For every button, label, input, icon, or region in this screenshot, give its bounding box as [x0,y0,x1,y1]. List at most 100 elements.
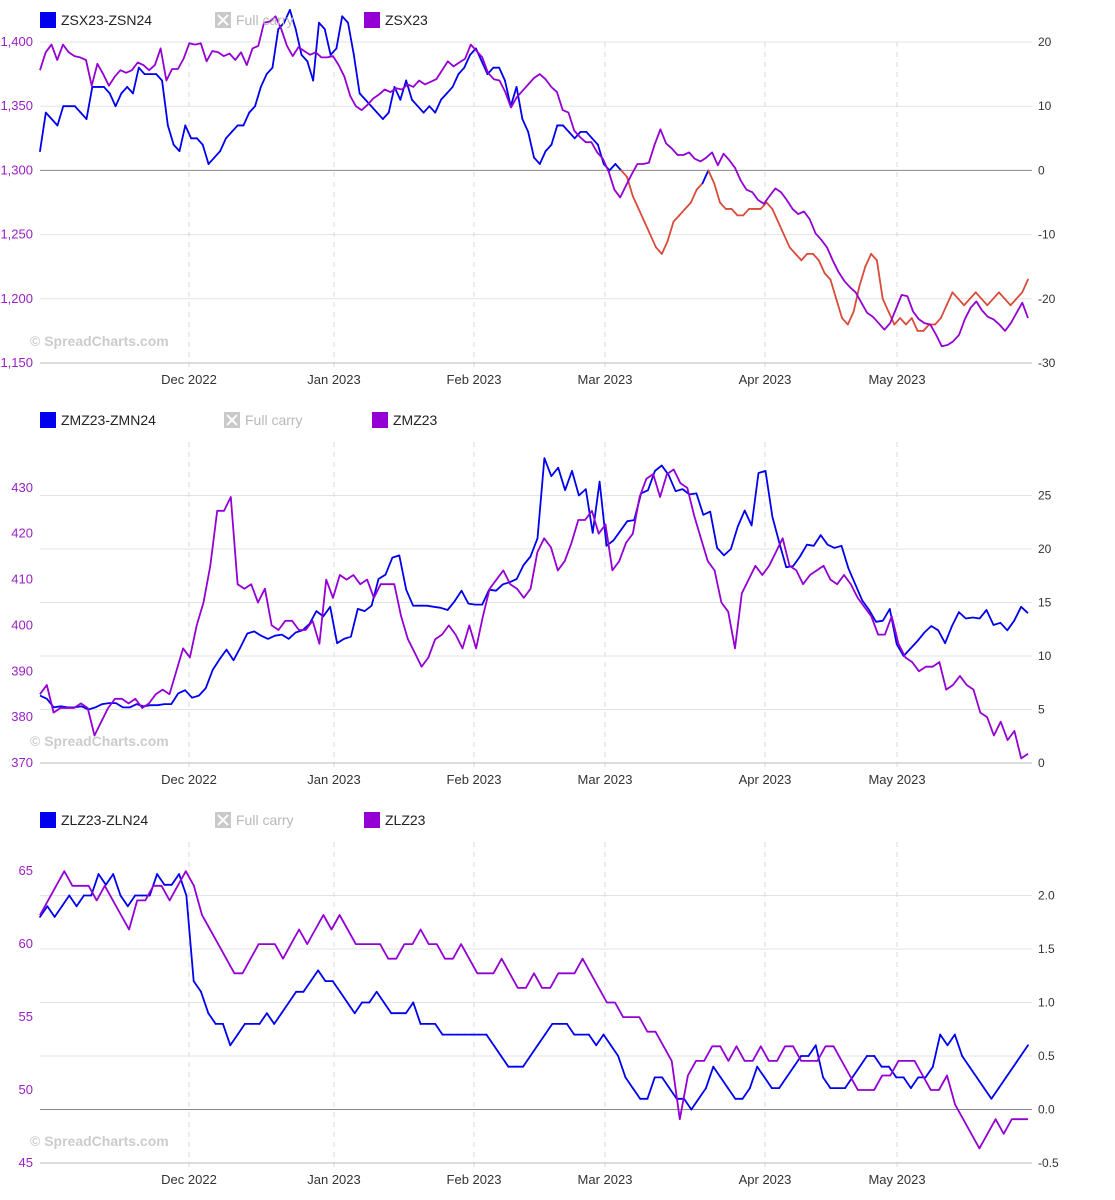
series-segment-ZLZ23-ZLN24 [924,1065,934,1079]
series-segment-ZSX23-ZSN24 [980,297,989,307]
series-segment-ZSX23-ZSN24 [1015,291,1024,300]
x-axis-tick: May 2023 [868,372,925,387]
series-segment-ZLZ23-ZLN24 [609,1044,620,1057]
legend-item-spread[interactable]: ZMZ23-ZMN24 [40,410,156,430]
series-segment-ZSX23-ZSN24 [608,163,617,172]
soybean-chart: -30 -20 -10 0 10 20 Dec 2022 Jan 2023 Feb 2023 Ma… [0,8,1056,387]
x-axis-tick: Jan 2023 [307,372,361,387]
series-segment-ZSX23-ZSN24 [1009,297,1018,307]
series-segment-ZLZ23-ZLN24 [75,894,85,908]
series-segment-ZSX23-ZSN24 [120,86,129,95]
series-segment-ZSX23-ZSN24 [533,156,541,165]
series-segment-ZLZ23-ZLN24 [756,1065,766,1079]
soybean-panel: -30 -20 -10 0 10 20 Dec 2022 Jan 2023 Feb 2023 Ma… [0,0,1115,400]
series-segment-ZLZ23-ZLN24 [851,1065,861,1079]
series-segment-ZSX23-ZSN24 [79,111,88,120]
series-segment-ZSX23-ZSN24 [201,143,210,165]
series-segment-ZSX23-ZSN24 [358,92,367,101]
left-axis-tick: 55 [19,1009,33,1024]
series-segment-ZLZ23-ZLN24 [529,1044,539,1057]
series-segment-ZSX23-ZSN24 [567,130,576,140]
series-segment-ZLZ23-ZLN24 [631,1087,642,1100]
right-axis-tick: 0.0 [1038,1103,1055,1117]
left-axis-tick: 390 [11,663,33,678]
right-axis-tick: -10 [1038,228,1056,242]
series-segment-ZSX23-ZSN24 [416,105,425,114]
legend-item-spread[interactable]: ZLZ23-ZLN24 [40,810,148,830]
series-segment-ZLZ23-ZLN24 [931,1033,942,1068]
x-axis-tick: Dec 2022 [161,1172,217,1187]
series-segment-ZLZ23-ZLN24 [748,1065,759,1090]
series-segment-ZSX23-ZSN24 [318,21,326,31]
series-segment-ZLZ23-ZLN24 [61,894,71,908]
series-segment-ZLZ23-ZLN24 [939,1033,949,1047]
series-segment-ZSX23-ZSN24 [335,15,344,50]
series-segment-ZSX23-ZSN24 [242,111,251,127]
series-segment-ZSX23-ZSN24 [881,297,890,313]
series-segment-ZSX23-ZSN24 [783,233,791,249]
series-segment-ZLZ23-ZLN24 [500,1055,510,1068]
series-segment-ZLZ23-ZLN24 [975,1076,985,1090]
series-segment-ZLZ23-ZLN24 [1005,1065,1015,1079]
series-segment-ZSX23-ZSN24 [230,124,239,133]
watermark: © SpreadCharts.com [30,733,169,749]
legend-item-spread[interactable]: ZSX23-ZSN24 [40,10,152,30]
legend-item-contract[interactable]: ZSX23 [364,10,428,30]
series-segment-ZSX23-ZSN24 [992,291,1000,300]
series-segment-ZLZ23-ZLN24 [405,1001,415,1015]
series-segment-ZSX23-ZSN24 [39,111,47,153]
legend-item-contract[interactable]: ZMZ23 [372,410,437,430]
right-axis-tick: -30 [1038,356,1056,370]
series-segment-ZSX23-ZSN24 [922,323,931,332]
series-segment-ZSX23-ZSN24 [591,137,599,146]
legend-swatch-spread [40,12,56,28]
x-axis-tick: May 2023 [868,772,925,787]
legend-label-full-carry: Full carry [236,812,294,828]
series-segment-ZLZ23-ZLN24 [412,1001,422,1025]
series-segment-ZSX23-ZSN24 [800,252,809,262]
legend-item-contract[interactable]: ZLZ23 [364,810,425,830]
left-axis-tick: 50 [19,1082,33,1097]
soymeal-panel: 0 5 10 15 20 25 Dec 2022 Jan 2023 Feb 2023 Mar 20… [0,400,1115,800]
series-segment-ZSX23-ZSN24 [248,105,256,114]
legend-item-full-carry[interactable]: Full carry [215,810,294,830]
series-segment-ZLZ23-ZLN24 [690,1097,700,1111]
series-segment-ZSX23-ZSN24 [678,208,687,217]
right-axis-tick: 1.5 [1038,942,1055,956]
series-segment-ZLZ23-ZLN24 [1019,1044,1029,1057]
series-segment-ZSX23-ZSN24 [905,317,913,326]
series-segment-ZLZ23-ZLN24 [602,1033,612,1047]
series-segment-ZLZ23-ZLN24 [822,1076,832,1090]
series-segment-ZLZ23-ZLN24 [727,1087,737,1100]
series-segment-ZSX23-ZSN24 [289,8,297,31]
right-axis-tick: 0.5 [1038,1049,1055,1063]
series-segment-ZSX23-ZSN24 [277,21,285,31]
series-segment-ZSX23-ZSN24 [835,297,843,319]
series-segment-ZLZ23-ZLN24 [185,894,195,983]
right-axis-tick: 10 [1038,99,1052,113]
series-segment-ZLZ23-ZLN24 [236,1022,246,1036]
series-segment-ZSX23-ZSN24 [294,28,303,56]
legend-swatch-spread [40,812,56,828]
series-segment-ZSX23-ZSN24 [323,28,332,56]
series-segment-ZLZ23-ZLN24 [68,894,78,908]
series-segment-ZSX23-ZSN24 [1021,278,1029,294]
series-segment-ZSX23-ZSN24 [666,220,675,242]
series-segment-ZSX23-ZSN24 [108,92,117,108]
series-segment-ZSX23-ZSN24 [550,124,559,146]
series-segment-ZSX23-ZSN24 [213,150,222,159]
legend-item-full-carry[interactable]: Full carry [215,10,294,30]
series-segment-ZSX23-ZSN24 [457,66,466,75]
soyoil-chart: -0.5 0.0 0.5 1.0 1.5 2.0 Dec 2022 Jan 2023 Feb 2… [19,842,1059,1187]
soyoil-legend: ZLZ23-ZLN24 Full carry ZLZ23 [40,810,1040,830]
right-axis-tick: 5 [1038,703,1045,717]
series-segment-ZLZ23-ZLN24 [353,1001,363,1015]
right-axis-tick: 20 [1038,35,1052,49]
soyoil-panel: -0.5 0.0 0.5 1.0 1.5 2.0 Dec 2022 Jan 2023 Feb 2… [0,800,1115,1200]
legend-item-full-carry[interactable]: Full carry [224,410,303,430]
series-segment-ZSX23-ZSN24 [207,156,216,165]
left-axis-tick: 45 [19,1155,33,1170]
series-segment-ZLZ23-ZLN24 [192,980,202,993]
series-segment-ZSX23-ZSN24 [713,182,721,204]
legend-label-full-carry: Full carry [245,412,303,428]
